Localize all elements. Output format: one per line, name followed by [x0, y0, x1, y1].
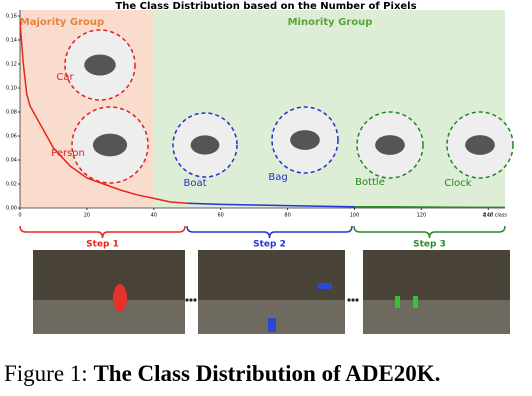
caption-text: The Class Distribution of ADE20K.	[93, 361, 440, 386]
step-brace	[19, 225, 186, 239]
y-tick-label: 0.16	[6, 14, 17, 20]
data-line	[19, 21, 188, 204]
desk	[33, 300, 185, 334]
boat-mask	[318, 283, 332, 289]
x-tick-label: 20	[84, 213, 90, 219]
region-label: Minority Group	[288, 17, 373, 28]
region-label: Majority Group	[20, 17, 104, 28]
photos	[33, 250, 510, 334]
object-label: Car	[56, 72, 74, 83]
y-tick-label: 0.02	[6, 182, 17, 188]
bottle-mask	[395, 296, 400, 308]
y-tick-label: 0.08	[6, 110, 17, 116]
object-icon	[190, 135, 220, 155]
chart-title: The Class Distribution based on the Numb…	[115, 1, 416, 12]
x-tick-label: 40	[151, 213, 157, 219]
x-tick-label: 60	[218, 213, 224, 219]
step-brace	[353, 225, 506, 239]
y-tick-label: 0.04	[6, 158, 17, 164]
x-tick-label: 0	[18, 213, 21, 219]
caption-label: Figure 1:	[4, 361, 88, 386]
object-label: Boat	[183, 178, 206, 189]
desk	[363, 300, 510, 334]
step-label: Step 1	[86, 240, 119, 250]
x-tick-label: 80	[284, 213, 290, 219]
object-label: Bag	[268, 172, 287, 183]
object-icon	[84, 54, 116, 76]
data-line	[187, 202, 355, 208]
object-label: Person	[51, 148, 85, 159]
step-label: Step 2	[253, 240, 286, 250]
person-mask	[113, 284, 127, 312]
x-tick-label: 140	[484, 213, 494, 219]
y-tick-label: 0.06	[6, 134, 17, 140]
object-icon	[92, 133, 128, 157]
caption: Figure 1: The Class Distribution of ADE2…	[4, 361, 440, 386]
step-label: Step 3	[413, 240, 446, 250]
y-tick-label: 0.10	[6, 86, 17, 92]
y-tick-label: 0.12	[6, 62, 17, 68]
object-icon	[290, 130, 320, 150]
x-tick-label: 100	[350, 213, 360, 219]
x-tick-label: 120	[417, 213, 427, 219]
step-brace	[186, 225, 353, 239]
object-icon	[375, 135, 405, 155]
bag-mask	[268, 318, 276, 332]
y-tick-label: 0.00	[6, 206, 17, 212]
data-line	[354, 206, 506, 209]
object-label: Clock	[444, 178, 471, 189]
x-axis-label: # of class	[482, 213, 507, 219]
bottle-mask	[413, 296, 418, 308]
y-tick-label: 0.14	[6, 38, 17, 44]
object-label: Bottle	[355, 177, 385, 188]
object-icon	[465, 135, 495, 155]
ellipsis	[185, 298, 359, 302]
